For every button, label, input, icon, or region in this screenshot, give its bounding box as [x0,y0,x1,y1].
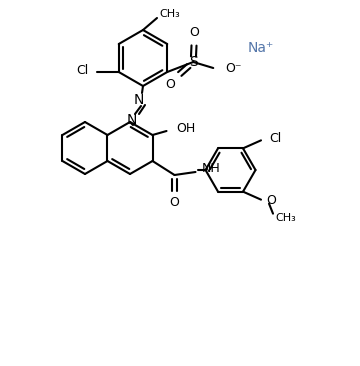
Text: CH₃: CH₃ [275,213,296,223]
Text: Cl: Cl [77,64,89,78]
Text: OH: OH [176,122,196,134]
Text: S: S [189,55,198,69]
Text: NH: NH [202,161,220,175]
Text: CH₃: CH₃ [159,9,180,19]
Text: N: N [127,113,137,127]
Text: Cl: Cl [269,132,281,145]
Text: O⁻: O⁻ [225,61,242,75]
Text: O: O [266,194,276,207]
Text: O: O [189,26,199,40]
Text: N: N [134,93,144,107]
Text: O: O [170,197,179,209]
Text: O: O [165,78,175,92]
Text: Na⁺: Na⁺ [248,41,274,55]
